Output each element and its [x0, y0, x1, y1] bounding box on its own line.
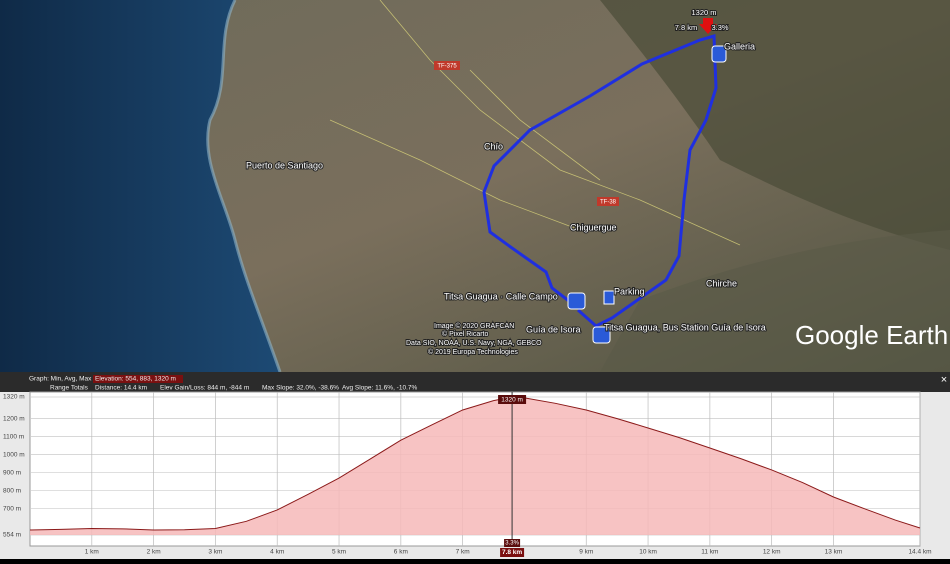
- cursor-distance: 7.8 km: [502, 549, 522, 556]
- attribution: Image © 2020 GRAFCAN: [434, 322, 514, 330]
- map-label: Chiguergue: [570, 222, 617, 232]
- x-tick-label: 13 km: [825, 549, 843, 556]
- elevation-line: [29, 396, 921, 531]
- y-tick-label: 1320 m: [3, 394, 25, 401]
- parking-icon: [603, 290, 615, 305]
- y-tick-label: 700 m: [3, 505, 21, 512]
- y-tick-label: 1100 m: [3, 433, 24, 440]
- bus-icon: [592, 326, 611, 344]
- x-tick-label: 9 km: [579, 549, 593, 556]
- map-label: Parking: [614, 286, 645, 296]
- cursor-badge: [498, 395, 527, 404]
- map-label: Chirche: [706, 278, 737, 288]
- profile-header: Graph: Min, Avg, Max Elevation: 554, 883…: [0, 372, 950, 392]
- header-bar: [0, 372, 950, 392]
- y-tick-label: 1000 m: [3, 451, 25, 458]
- close-button[interactable]: ×: [941, 374, 947, 386]
- header-text: Elev Gain/Loss: 844 m, -844 m: [160, 385, 249, 392]
- x-tick-label: 14.4 km: [908, 549, 931, 556]
- map-label: Puerto de Santiago: [246, 160, 323, 170]
- x-tick-label: 4 km: [270, 549, 284, 556]
- cursor-elevation: 1320 m: [501, 397, 523, 404]
- map-label: Galleria: [724, 41, 755, 51]
- map-label: Guía de Isora: [526, 324, 581, 334]
- x-tick-label: 1 km: [85, 549, 99, 556]
- road-label: TF-375: [437, 64, 457, 70]
- cursor-badge: [500, 548, 525, 557]
- marker-elevation: 1320 m: [691, 8, 716, 17]
- header-text: Graph: Min, Avg, Max: [29, 376, 92, 383]
- attribution: © 2019 Europa Technologies: [428, 348, 518, 356]
- elevation-profile: 554 m 700 m 800 m 900 m 1000 m 1100 m 1200 m 13…: [0, 391, 950, 559]
- x-tick-label: 6 km: [394, 549, 408, 556]
- header-text: Range Totals: [50, 385, 89, 392]
- header-text: Avg Slope: 11.6%, -10.7%: [342, 385, 418, 392]
- attribution: Data SIO, NOAA, U.S. Navy, NGA, GEBCO: [406, 340, 542, 347]
- road-badge: [434, 61, 460, 70]
- x-tick-label: 7 km: [456, 549, 470, 556]
- x-tick-label: 11 km: [701, 549, 718, 556]
- marker-slope: 3.3%: [711, 23, 728, 32]
- attribution: © Pixel Ricarto: [442, 330, 488, 338]
- y-tick-label: 554 m: [3, 532, 21, 539]
- x-tick-label: 12 km: [763, 549, 781, 556]
- ocean: [0, 0, 280, 372]
- bus-icon: [567, 292, 586, 310]
- x-tick-label: 5 km: [332, 549, 346, 556]
- header-text: Max Slope: 32.0%, -38.6%: [262, 385, 339, 392]
- header-highlight: [93, 375, 183, 383]
- route: [482, 34, 718, 328]
- elevation-area: [30, 397, 920, 535]
- brand: Google Earth: [795, 320, 948, 350]
- map-label: Titsa Guagua, Bus Station Guía de Isora: [604, 322, 766, 332]
- y-tick-label: 1200 m: [3, 415, 25, 422]
- bus-icon: [711, 45, 727, 63]
- y-tick-label: 900 m: [3, 469, 21, 476]
- header-text: Elevation: 554, 883, 1320 m: [95, 376, 176, 383]
- road-badge: [597, 197, 619, 206]
- x-tick-label: 3 km: [208, 549, 222, 556]
- y-tick-label: 800 m: [3, 487, 21, 494]
- position-marker: [699, 18, 717, 34]
- road-label: TF-38: [600, 200, 617, 206]
- terrain: [600, 230, 950, 372]
- map-label: Titsa Guagua · Calle Campo: [444, 291, 558, 301]
- header-text: Distance: 14.4 km: [95, 385, 147, 392]
- marker-distance: 7.8 km: [675, 23, 698, 32]
- x-tick-label: 2 km: [147, 549, 161, 556]
- cursor-slope: 3.3%: [505, 541, 519, 547]
- coastline: [206, 0, 282, 373]
- map: 1320 m 7.8 km 3.3% Galleria TF-375 Chío …: [0, 0, 950, 373]
- x-tick-label: 10 km: [639, 549, 657, 556]
- map-label: Chío: [484, 141, 503, 151]
- cursor-badge: [504, 539, 521, 547]
- forest: [600, 0, 950, 250]
